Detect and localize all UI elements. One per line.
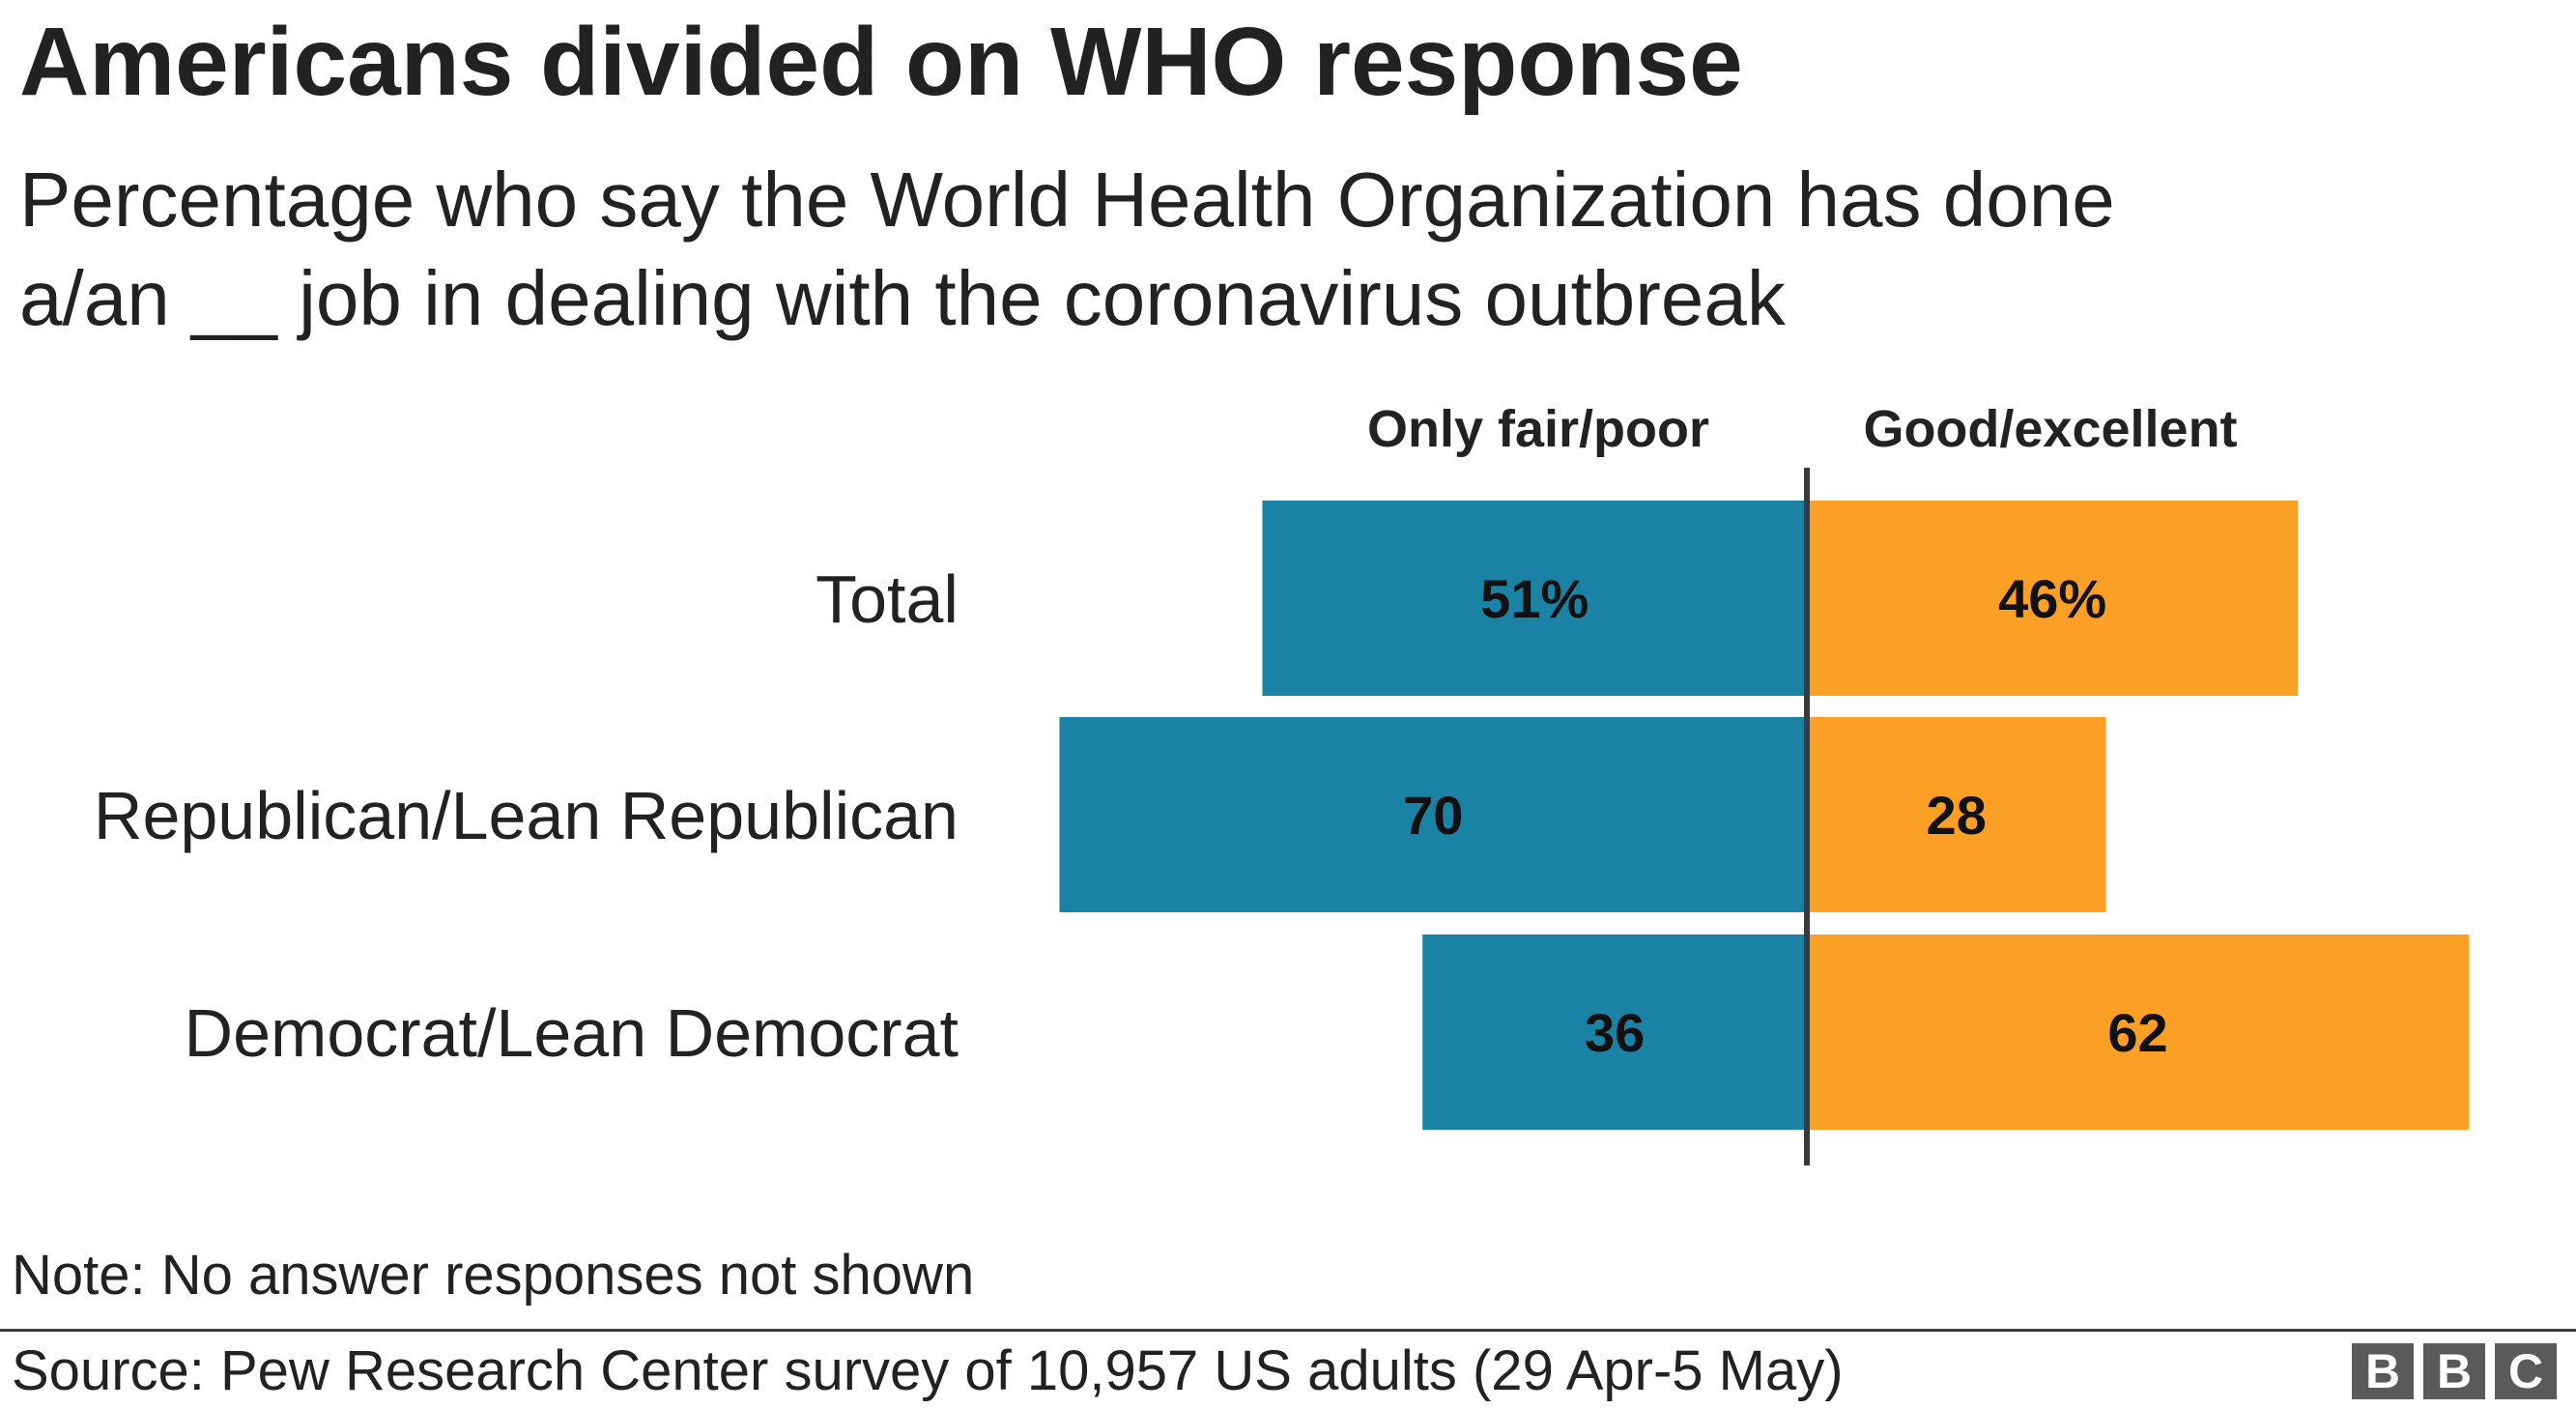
chart-title: Americans divided on WHO response [19, 8, 1743, 116]
bar-good-excellent [1807, 501, 2299, 696]
chart-subtitle: Percentage who say the World Health Orga… [19, 151, 2532, 348]
data-label-only-fair-poor: 36 [1585, 1002, 1645, 1063]
bbc-logo: B B C [2352, 1343, 2557, 1399]
chart-source: Source: Pew Research Center survey of 10… [12, 1339, 1844, 1402]
bbc-logo-letter: B [2352, 1343, 2414, 1399]
bbc-logo-letter: B [2423, 1343, 2485, 1399]
diverging-bar-chart: Only fair/poor Good/excellent Total 51% 46% R… [94, 400, 2470, 1165]
series-header-negative: Only fair/poor [1367, 400, 1709, 458]
data-label-good-excellent: 46% [1998, 568, 2106, 629]
zero-axis-line [1804, 468, 1810, 1165]
category-label: Republican/Lean Republican [94, 778, 959, 853]
data-label-good-excellent: 62 [2107, 1002, 2167, 1063]
bar-good-excellent [1807, 717, 2106, 912]
footer-divider [0, 1329, 2576, 1332]
data-label-only-fair-poor: 51% [1480, 568, 1589, 629]
bar-good-excellent [1807, 935, 2470, 1130]
series-header-positive: Good/excellent [1863, 400, 2237, 458]
bbc-logo-letter: C [2495, 1343, 2557, 1399]
bar-only-fair-poor [1422, 935, 1807, 1130]
bar-only-fair-poor [1262, 501, 1807, 696]
subtitle-line-2: a/an __ job in dealing with the coronavi… [19, 255, 1786, 341]
data-label-good-excellent: 28 [1927, 785, 1987, 846]
category-label: Democrat/Lean Democrat [185, 995, 959, 1071]
category-label: Total [816, 561, 959, 637]
chart-note: Note: No answer responses not shown [12, 1244, 975, 1307]
data-label-only-fair-poor: 70 [1403, 785, 1463, 846]
subtitle-line-1: Percentage who say the World Health Orga… [19, 157, 2115, 243]
bar-only-fair-poor [1059, 717, 1807, 912]
